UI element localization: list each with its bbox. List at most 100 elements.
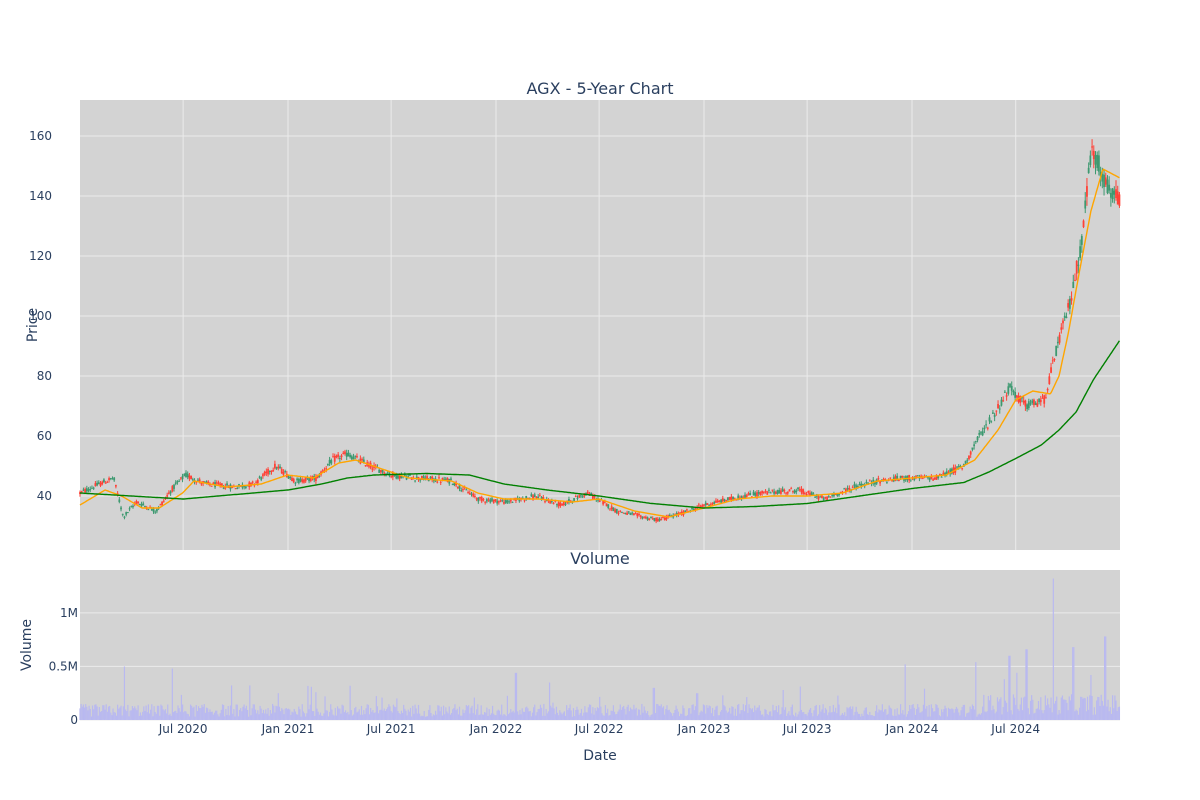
candle-up — [451, 483, 454, 486]
candle-body — [311, 476, 314, 478]
candle-body — [973, 444, 976, 447]
candle-body — [562, 501, 565, 506]
volume-bar — [490, 713, 493, 720]
volume-bar — [985, 712, 987, 720]
volume-bar — [762, 714, 764, 720]
volume-bar — [570, 710, 572, 720]
candle-body — [460, 490, 463, 492]
volume-bar — [724, 706, 726, 720]
candle-body — [282, 472, 285, 475]
volume-bar — [151, 704, 153, 720]
candle-body — [262, 474, 264, 477]
candle-body — [1022, 400, 1025, 403]
volume-bar — [282, 709, 284, 720]
volume-y-tick-label: 0.5M — [49, 659, 78, 673]
candle-down — [309, 475, 312, 483]
candle-down — [94, 480, 97, 487]
candle-body — [150, 509, 153, 511]
candle-up — [123, 515, 126, 520]
volume-bar — [787, 713, 789, 720]
candle-body — [456, 487, 459, 489]
volume-bar — [710, 713, 713, 720]
candle-body — [1077, 264, 1080, 266]
volume-bar — [260, 708, 262, 720]
candle-body — [527, 497, 529, 499]
volume-bar — [739, 713, 741, 720]
volume-bar — [310, 686, 312, 720]
candle-body — [1038, 398, 1040, 403]
volume-bar — [258, 714, 260, 720]
candle-down — [273, 460, 276, 470]
candle-body — [197, 479, 199, 481]
volume-bar — [740, 710, 742, 720]
candle-body — [1072, 281, 1075, 289]
volume-bar — [230, 685, 233, 720]
candle-body — [1096, 154, 1099, 169]
candle-body — [472, 493, 475, 497]
volume-bar — [543, 703, 545, 720]
volume-bar — [976, 716, 978, 720]
price-y-tick-label: 160 — [29, 129, 52, 143]
volume-bar — [759, 710, 762, 720]
volume-bar — [665, 709, 667, 720]
volume-bar — [362, 714, 364, 720]
candle-up — [1056, 336, 1059, 349]
volume-bar — [504, 714, 506, 720]
volume-bar — [553, 708, 555, 720]
volume-bar — [764, 708, 766, 720]
candle-down — [383, 471, 386, 477]
volume-bar — [673, 713, 675, 720]
candle-body — [301, 479, 304, 482]
volume-bar — [544, 715, 546, 720]
candle-down — [333, 453, 336, 465]
candle-down — [798, 486, 801, 492]
candle-body — [1003, 391, 1006, 393]
volume-bar — [754, 705, 756, 720]
volume-bar — [389, 706, 391, 720]
candle-up — [776, 489, 779, 495]
candle-up — [147, 508, 150, 511]
candle-down — [638, 511, 640, 517]
candle-body — [909, 479, 912, 481]
volume-bar — [132, 708, 135, 720]
volume-bar — [85, 704, 87, 720]
candle-body — [260, 477, 263, 480]
volume-bar — [1100, 694, 1102, 720]
volume-bar — [178, 708, 180, 720]
volume-bar — [758, 705, 760, 720]
candle-body — [884, 478, 887, 480]
candle-down — [706, 503, 709, 506]
candle-body — [405, 477, 408, 480]
candle-body — [692, 508, 695, 511]
candle-body — [190, 475, 193, 480]
candle-up — [1111, 187, 1114, 203]
candle-up — [1098, 150, 1100, 176]
candle-body — [949, 469, 952, 475]
volume-bar — [864, 707, 866, 720]
volume-bar — [815, 704, 817, 720]
candle-down — [106, 480, 109, 483]
candle-down — [265, 468, 268, 477]
candle-body — [974, 441, 977, 443]
volume-bar — [1102, 705, 1105, 720]
x-tick-label: Jan 2022 — [469, 722, 523, 736]
volume-bar — [413, 713, 415, 720]
candle-down — [1075, 260, 1078, 281]
volume-bar — [923, 688, 926, 720]
volume-bar — [482, 714, 485, 720]
candle-body — [697, 504, 700, 506]
candle-body — [933, 477, 936, 480]
candle-body — [776, 490, 779, 495]
candle-down — [480, 495, 483, 504]
candle-down — [344, 449, 346, 456]
volume-bar — [628, 711, 630, 720]
volume-bar — [446, 711, 448, 720]
candle-body — [747, 493, 750, 496]
volume-bar — [814, 705, 816, 720]
candle-up — [349, 452, 352, 459]
volume-bar — [613, 711, 616, 720]
volume-bar — [326, 710, 328, 720]
candle-body — [992, 412, 994, 414]
volume-bar — [1084, 698, 1086, 720]
